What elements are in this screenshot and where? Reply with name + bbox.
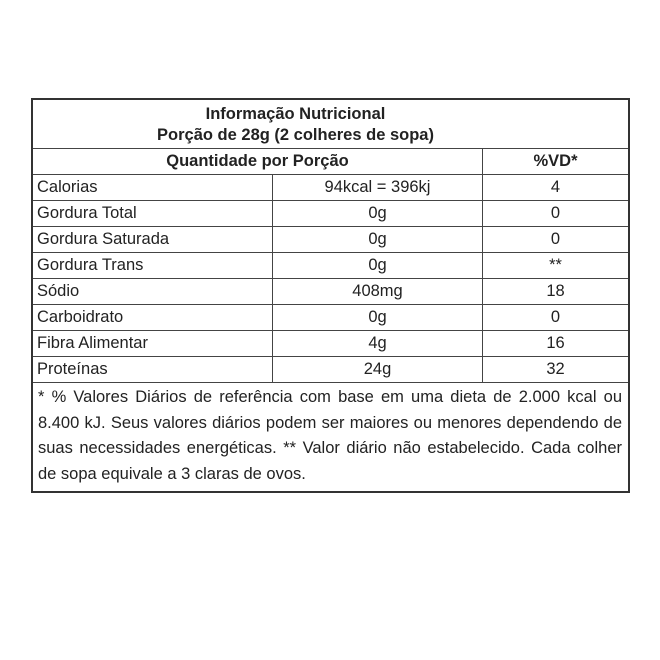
- nutrient-name: Carboidrato: [31, 304, 273, 331]
- nutrient-dv: **: [482, 252, 630, 279]
- header-row: Quantidade por Porção %VD*: [31, 148, 630, 175]
- footnote-row: * % Valores Diários de referência com ba…: [31, 382, 630, 493]
- nutrient-name: Gordura Trans: [31, 252, 273, 279]
- table-row: Carboidrato 0g 0: [31, 304, 630, 331]
- nutrient-amount: 408mg: [272, 278, 483, 305]
- nutrient-dv: 18: [482, 278, 630, 305]
- nutrient-amount: 0g: [272, 200, 483, 227]
- table-row: Sódio 408mg 18: [31, 278, 630, 305]
- table-row: Gordura Saturada 0g 0: [31, 226, 630, 253]
- nutrient-name: Gordura Saturada: [31, 226, 273, 253]
- nutrient-amount: 0g: [272, 226, 483, 253]
- table-row: Proteínas 24g 32: [31, 356, 630, 383]
- nutrient-name: Fibra Alimentar: [31, 330, 273, 357]
- nutrient-dv: 16: [482, 330, 630, 357]
- nutrient-dv: 0: [482, 304, 630, 331]
- table-row: Fibra Alimentar 4g 16: [31, 330, 630, 357]
- nutrient-dv: 0: [482, 226, 630, 253]
- nutrient-name: Gordura Total: [31, 200, 273, 227]
- nutrient-amount: 0g: [272, 304, 483, 331]
- nutrient-name: Calorias: [31, 174, 273, 201]
- dv-header: %VD*: [482, 148, 630, 175]
- table-row: Gordura Trans 0g **: [31, 252, 630, 279]
- table-title: Informação Nutricional: [205, 105, 386, 123]
- footnote: * % Valores Diários de referência com ba…: [31, 382, 630, 493]
- nutrition-facts-table: Informação Nutricional Porção de 28g (2 …: [31, 98, 630, 493]
- nutrient-name: Proteínas: [31, 356, 273, 383]
- nutrient-name: Sódio: [31, 278, 273, 305]
- nutrient-dv: 32: [482, 356, 630, 383]
- nutrient-dv: 4: [482, 174, 630, 201]
- serving-size: Porção de 28g (2 colheres de sopa): [157, 126, 434, 144]
- nutrient-dv: 0: [482, 200, 630, 227]
- nutrient-amount: 4g: [272, 330, 483, 357]
- table-row: Gordura Total 0g 0: [31, 200, 630, 227]
- amount-header: Quantidade por Porção: [31, 148, 483, 175]
- title-row: Informação Nutricional Porção de 28g (2 …: [31, 98, 630, 149]
- nutrient-amount: 94kcal = 396kj: [272, 174, 483, 201]
- table-row: Calorias 94kcal = 396kj 4: [31, 174, 630, 201]
- nutrient-amount: 0g: [272, 252, 483, 279]
- nutrient-amount: 24g: [272, 356, 483, 383]
